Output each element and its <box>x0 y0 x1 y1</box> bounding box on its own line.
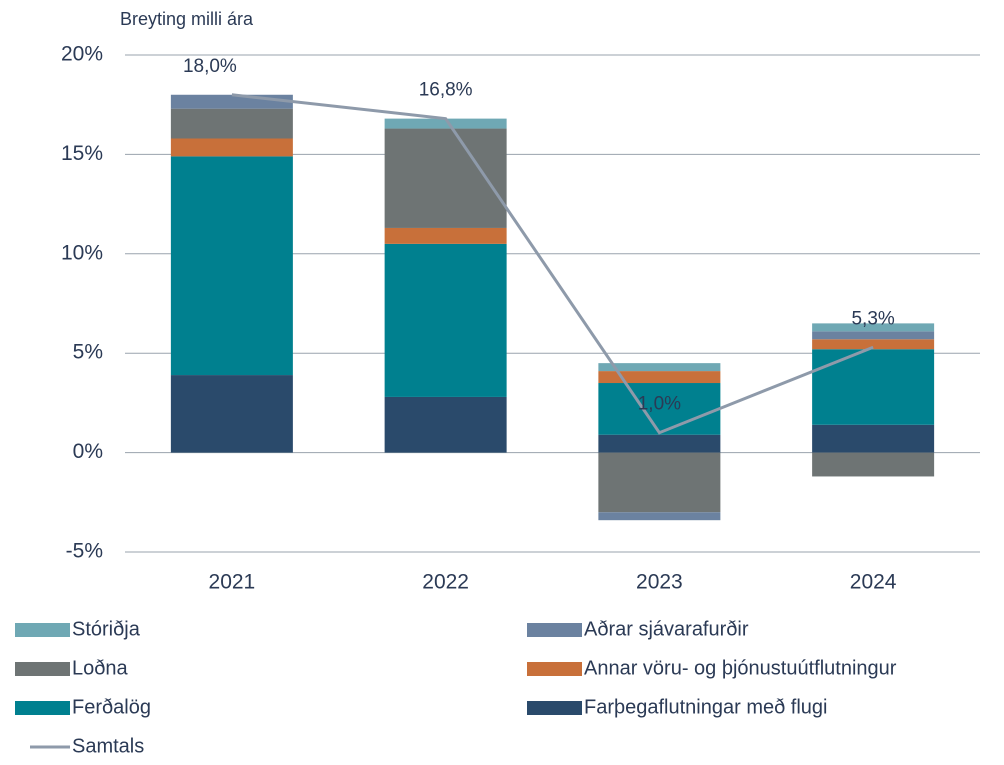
data-label: 18,0% <box>183 56 237 77</box>
legend-swatch <box>527 623 582 637</box>
bar-segment <box>598 452 721 513</box>
y-tick-label: -5% <box>66 540 103 563</box>
bar-segment <box>384 227 507 244</box>
data-label: 16,8% <box>419 80 473 101</box>
legend-swatch <box>527 662 582 676</box>
legend-swatch <box>15 662 70 676</box>
bar-segment <box>598 383 721 435</box>
bar-segment <box>598 434 721 453</box>
bar-segment <box>598 512 721 521</box>
bar-segment <box>812 424 935 453</box>
x-tick-label: 2024 <box>850 571 897 594</box>
bar-segment <box>812 323 935 332</box>
data-label: 5,3% <box>851 308 894 329</box>
bar-segment <box>812 349 935 425</box>
total-line <box>231 93 874 435</box>
bar-segment <box>384 243 507 397</box>
x-tick-label: 2023 <box>636 571 683 594</box>
bar-segment <box>384 396 507 453</box>
legend-label: Samtals <box>72 735 144 757</box>
y-tick-label: 0% <box>73 440 103 463</box>
x-tick-label: 2022 <box>422 571 469 594</box>
legend-label: Loðna <box>72 657 128 679</box>
bar-segment <box>598 371 721 384</box>
bar-segment <box>598 363 721 372</box>
y-axis-title: Breyting milli ára <box>120 9 254 29</box>
y-tick-label: 10% <box>61 241 103 264</box>
legend-label: Annar vöru- og þjónustuútflutningur <box>584 657 897 679</box>
legend-label: Stóriðja <box>72 618 141 640</box>
legend-label: Aðrar sjávarafurðir <box>584 618 749 640</box>
legend-swatch <box>15 623 70 637</box>
legend-swatch <box>527 701 582 715</box>
legend-label: Farþegaflutningar með flugi <box>584 696 827 718</box>
bar-segment <box>384 128 507 228</box>
bar-segment <box>812 331 935 340</box>
bar-segment <box>812 339 935 350</box>
bar-segment <box>384 118 507 129</box>
y-tick-label: 5% <box>73 341 103 364</box>
y-tick-label: 15% <box>61 142 103 165</box>
bar-segment <box>170 138 293 157</box>
data-label: 1,0% <box>638 394 681 415</box>
bar-segment <box>170 156 293 376</box>
bar-segment <box>170 375 293 453</box>
y-tick-label: 20% <box>61 43 103 66</box>
bar-segment <box>170 94 293 109</box>
legend-label: Ferðalög <box>72 696 151 718</box>
x-tick-label: 2021 <box>209 571 256 594</box>
bar-segment <box>170 108 293 139</box>
legend-swatch <box>15 701 70 715</box>
bar-segment <box>812 452 935 477</box>
